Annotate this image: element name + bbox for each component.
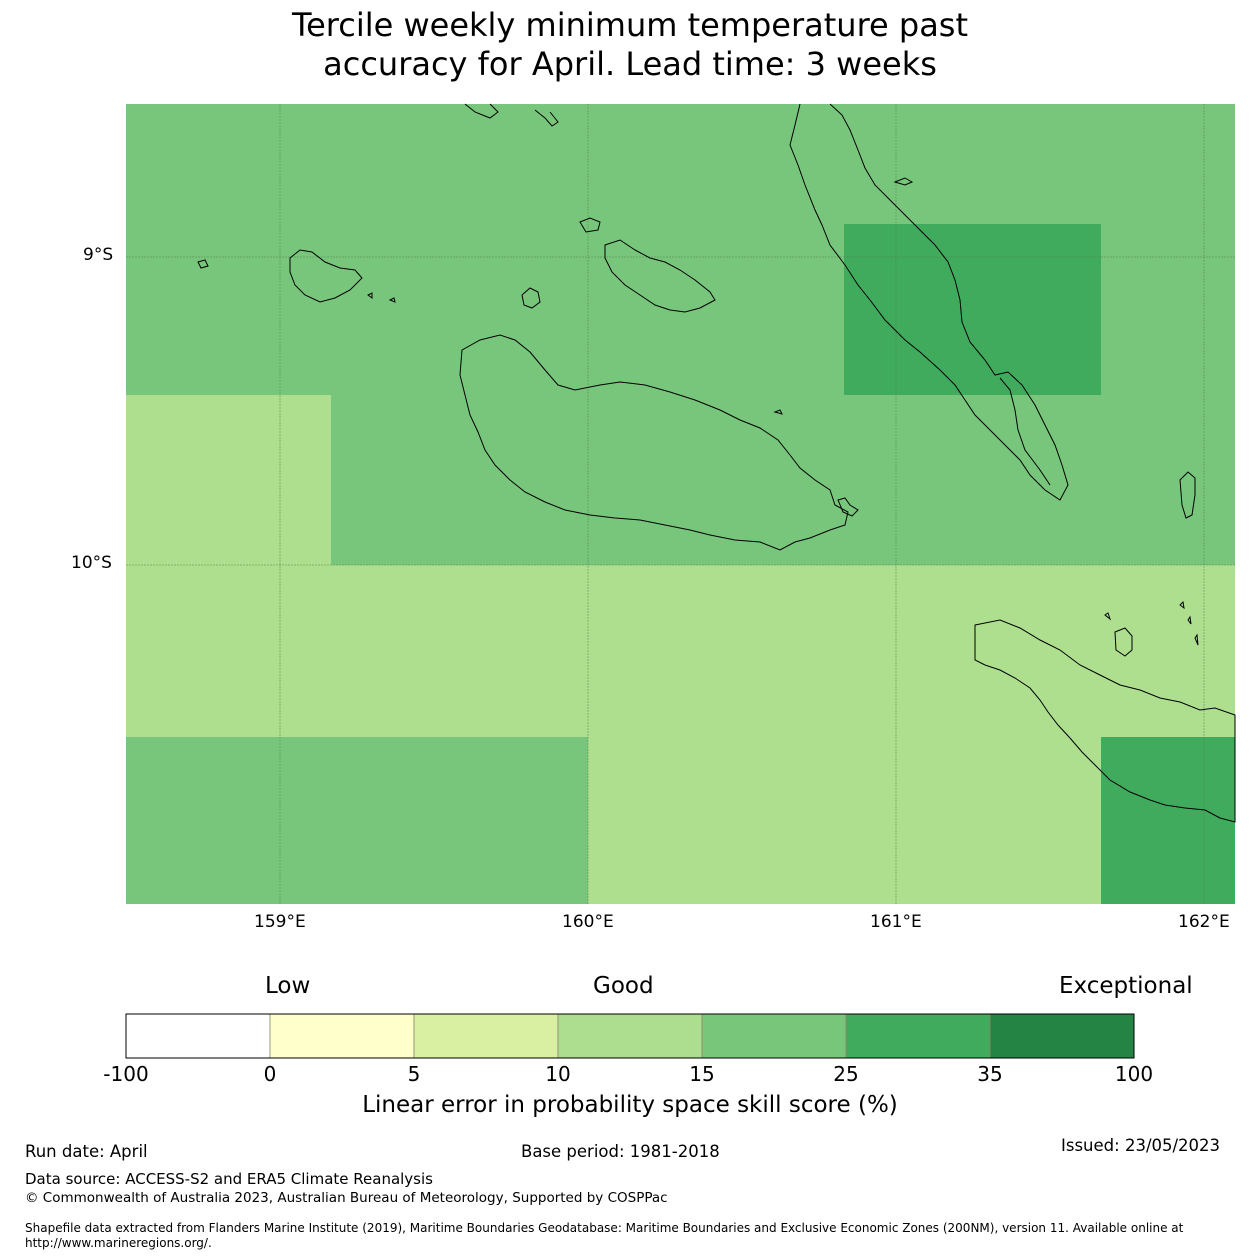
colorbar-tick: 5 <box>407 1062 421 1086</box>
colorbar-tick: 35 <box>977 1062 1003 1086</box>
colorbar-word-low: Low <box>265 973 311 999</box>
coastlines <box>197 103 1236 823</box>
map-title: Tercile weekly minimum temperature past … <box>0 6 1260 84</box>
copyright: © Commonwealth of Australia 2023, Austra… <box>25 1190 668 1206</box>
malaita-coast <box>789 103 1069 501</box>
islet-f <box>1187 615 1192 625</box>
colorbar-word-exceptional: Exceptional <box>1059 973 1193 999</box>
makira-coast <box>974 619 1236 823</box>
title-line-1: Tercile weekly minimum temperature past <box>291 6 969 44</box>
guadalcanal-coast <box>459 334 849 551</box>
colorbar-tick: 10 <box>545 1062 571 1086</box>
malaita-south-coast <box>999 377 1051 486</box>
title-line-2: accuracy for April. Lead time: 3 weeks <box>323 45 937 83</box>
savo-island-coast <box>521 287 541 309</box>
islet-e <box>1179 600 1185 610</box>
lon-label-161e: 161°E <box>870 912 922 932</box>
base-period: Base period: 1981-2018 <box>521 1142 720 1161</box>
colorbar-tick: 25 <box>833 1062 859 1086</box>
cell-bottom-mid <box>588 737 1101 904</box>
islet-j <box>367 292 373 299</box>
islet-i <box>837 497 859 517</box>
colorbar-tick: 100 <box>1114 1062 1154 1086</box>
north-islet-coast <box>464 103 499 119</box>
cell-mid-left <box>126 395 331 565</box>
data-source: Data source: ACCESS-S2 and ERA5 Climate … <box>25 1170 433 1188</box>
shapefile-credit-line-1: Shapefile data extracted from Flanders M… <box>25 1221 1184 1235</box>
colorbar-segment <box>701 1013 847 1059</box>
russell-islands-coast <box>289 249 363 303</box>
lon-label-162e: 162°E <box>1178 912 1230 932</box>
colorbar-frame <box>125 1013 1135 1059</box>
colorbar-segment <box>269 1013 415 1059</box>
lat-label-9s: 9°S <box>83 245 114 265</box>
islet-g <box>1194 633 1199 646</box>
colorbar-tick: -100 <box>103 1062 149 1086</box>
islet-h <box>773 409 783 415</box>
colorbar-segment <box>845 1013 991 1059</box>
small-island-b <box>197 259 209 269</box>
shapefile-credit: Shapefile data extracted from Flanders M… <box>25 1221 1245 1251</box>
colorbar-tick: 0 <box>263 1062 277 1086</box>
small-island-c <box>388 297 396 303</box>
cell-mid-main <box>331 395 1235 565</box>
colorbar-tick: 15 <box>689 1062 715 1086</box>
colorbar-segment <box>989 1013 1135 1059</box>
colorbar <box>125 1013 1135 1059</box>
gizo-islet <box>893 177 914 186</box>
lon-label-160e: 160°E <box>562 912 614 932</box>
north-islet-b <box>534 109 559 127</box>
lon-label-159e: 159°E <box>254 912 306 932</box>
cell-high-skill-lower <box>1101 737 1235 904</box>
small-island-a <box>579 217 601 233</box>
cell-lower-band <box>126 565 1235 737</box>
florida-islands-coast <box>604 239 716 313</box>
islet-d <box>1104 612 1112 621</box>
skill-grid <box>126 104 1235 904</box>
ugi-coast <box>1114 627 1133 657</box>
colorbar-segment <box>413 1013 559 1059</box>
cell-bottom-left <box>126 737 588 904</box>
run-date: Run date: April <box>25 1142 148 1161</box>
shapefile-credit-line-2: http://www.marineregions.org/. <box>25 1236 212 1250</box>
issued-date: Issued: 23/05/2023 <box>1061 1136 1221 1155</box>
colorbar-segment <box>557 1013 703 1059</box>
lat-label-10s: 10°S <box>71 553 112 573</box>
ulawa-coast <box>1179 471 1196 519</box>
colorbar-segment <box>125 1013 271 1059</box>
colorbar-title: Linear error in probability space skill … <box>362 1092 898 1118</box>
colorbar-word-good: Good <box>593 973 654 999</box>
cell-high-skill-upper <box>844 224 1101 395</box>
gridlines <box>126 104 1235 904</box>
